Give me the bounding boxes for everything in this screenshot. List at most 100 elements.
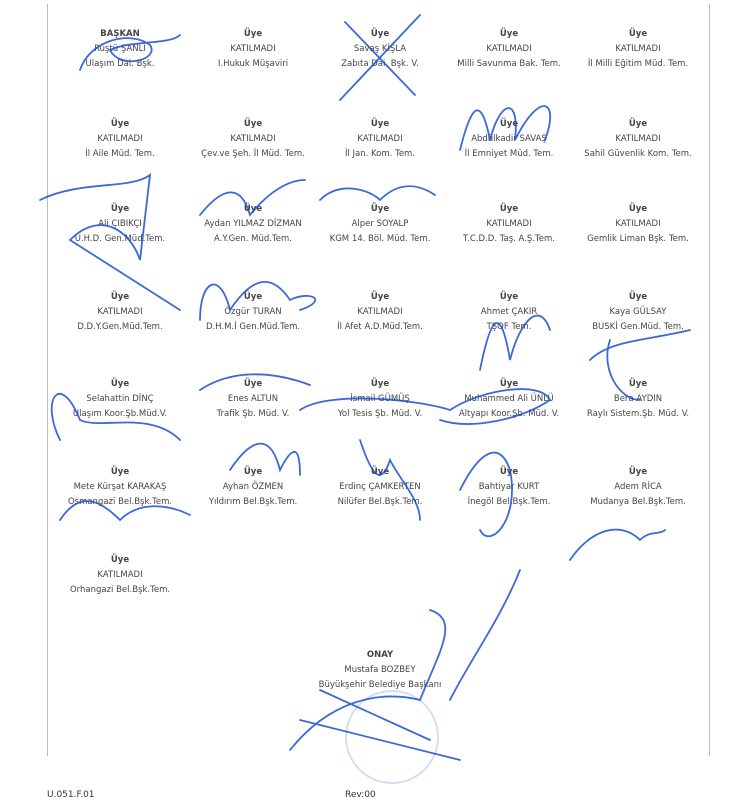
member-title: D.H.M.İ Gen.Müd.Tem. [205,322,301,332]
member-title: Milli Savunma Bak. Tem. [457,59,561,69]
member-name: KATILMADI [97,134,143,144]
member-title: Ulaşım Koor.Şb.Müd.V. [72,409,168,419]
member-entry: Üye KATILMADI T.C.D.D. Taş. A.Ş.Tem. [439,202,579,247]
official-stamp [345,690,439,784]
member-role: Üye [243,467,263,477]
member-entry: BAŞKAN Rüştü ŞANLI Ulaşım Dai. Bşk. [50,27,190,72]
member-name: Selahattin DİNÇ [86,394,154,404]
member-title: İl Jan. Kom. Tem. [344,149,416,159]
member-role: Üye [370,119,390,129]
member-name: Ali ÇIBIKÇI [98,219,142,229]
member-name: KATILMADI [97,570,143,580]
member-name: Savaş KİŞLA [353,44,407,54]
member-name: Adem RİCA [614,482,662,492]
approval-role: ONAY [366,650,394,660]
member-name: KATILMADI [615,219,661,229]
member-role: Üye [110,555,130,565]
member-name: KATILMADI [486,219,532,229]
member-entry: Üye İsmail GÜMÜŞ Yol Tesis Şb. Müd. V. [310,377,450,422]
member-title: U.H.D. Gen.Müd.Tem. [74,234,166,244]
member-title: Trafik Şb. Müd. V. [216,409,290,419]
member-entry: Üye KATILMADI Gemlik Liman Bşk. Tem. [568,202,708,247]
member-name: Bahtiyar KURT [478,482,540,492]
member-role: Üye [243,292,263,302]
member-title: Ulaşım Dai. Bşk. [85,59,155,69]
member-entry: Üye Adem RİCA Mudanya Bel.Bşk.Tem. [568,465,708,510]
member-role: Üye [499,467,519,477]
approval-name: Mustafa BOZBEY [344,665,416,675]
member-title: D.D.Y.Gen.Müd.Tem. [77,322,163,332]
member-entry: Üye KATILMADI İl Aile Müd. Tem. [50,117,190,162]
member-role: Üye [628,29,648,39]
member-entry: Üye KATILMADI İl Milli Eğitim Müd. Tem. [568,27,708,72]
revision: Rev:00 [345,790,376,800]
member-role: Üye [370,379,390,389]
member-role: Üye [243,29,263,39]
member-name: Bera AYDIN [613,394,663,404]
member-name: KATILMADI [230,44,276,54]
member-name: KATILMADI [615,134,661,144]
member-name: Abdülkadir SAVAŞ [471,134,547,144]
member-title: TŞOF Tem. [486,322,532,332]
member-name: KATILMADI [486,44,532,54]
member-entry: Üye KATILMADI Sahil Güvenlik Kom. Tem. [568,117,708,162]
member-title: T.C.D.D. Taş. A.Ş.Tem. [463,234,555,244]
approval-title: Büyükşehir Belediye Başkanı [318,680,442,690]
member-role: Üye [628,467,648,477]
member-role: Üye [628,204,648,214]
member-entry: Üye Muhammed Ali ÜNLÜ Altyapı Koor.Şb. Müd… [439,377,579,422]
member-entry: Üye Bera AYDIN Raylı Sistem.Şb. Müd. V. [568,377,708,422]
member-name: KATILMADI [97,307,143,317]
member-entry: Üye Ahmet ÇAKIR TŞOF Tem. [439,290,579,335]
member-role: BAŞKAN [100,29,140,39]
page-frame [47,4,710,756]
member-title: İl Afet A.D.Müd.Tem. [337,322,423,332]
form-code: U.051.F.01 [47,790,95,800]
member-entry: Üye Enes ALTUN Trafik Şb. Müd. V. [183,377,323,422]
member-name: İsmail GÜMÜŞ [350,394,410,404]
member-title: BUSKİ Gen.Müd. Tem. [592,322,684,332]
member-role: Üye [110,292,130,302]
member-role: Üye [110,467,130,477]
member-role: Üye [370,29,390,39]
member-role: Üye [499,119,519,129]
member-title: Orhangazi Bel.Bşk.Tem. [69,585,171,595]
member-entry: Üye Ali ÇIBIKÇI U.H.D. Gen.Müd.Tem. [50,202,190,247]
member-entry: Üye KATILMADI Orhangazi Bel.Bşk.Tem. [50,553,190,598]
member-entry: Üye KATILMADI I.Hukuk Müşaviri [183,27,323,72]
member-title: Yıldırım Bel.Bşk.Tem. [208,497,298,507]
member-name: Enes ALTUN [227,394,279,404]
member-role: Üye [628,292,648,302]
member-title: Çev.ve Şeh. İl Müd. Tem. [201,149,305,159]
member-title: Mudanya Bel.Bşk.Tem. [590,497,686,507]
member-name: Alper SOYALP [351,219,409,229]
member-name: Ayhan ÖZMEN [222,482,284,492]
member-role: Üye [110,119,130,129]
member-title: Osmangazi Bel.Bşk.Tem. [67,497,173,507]
member-name: Ahmet ÇAKIR [480,307,538,317]
member-role: Üye [243,119,263,129]
member-role: Üye [499,292,519,302]
member-title: İl Emniyet Müd. Tem. [464,149,554,159]
member-name: Mete Kürşat KARAKAŞ [73,482,167,492]
member-title: I.Hukuk Müşaviri [217,59,289,69]
member-entry: Üye Erdinç ÇAMKERTEN Nilüfer Bel.Bşk.Tem. [310,465,450,510]
member-name: Rüştü ŞANLI [94,44,146,54]
member-role: Üye [499,204,519,214]
member-title: A.Y.Gen. Müd.Tem. [214,234,292,244]
member-name: Muhammed Ali ÜNLÜ [464,394,554,404]
member-entry: Üye KATILMADI Milli Savunma Bak. Tem. [439,27,579,72]
member-entry: Üye Kaya GÜLSAY BUSKİ Gen.Müd. Tem. [568,290,708,335]
member-title: Gemlik Liman Bşk. Tem. [587,234,689,244]
member-role: Üye [499,379,519,389]
member-role: Üye [243,379,263,389]
member-role: Üye [628,379,648,389]
member-entry: Üye Ayhan ÖZMEN Yıldırım Bel.Bşk.Tem. [183,465,323,510]
member-role: Üye [370,292,390,302]
member-title: Altyapı Koor.Şb. Müd. V. [458,409,560,419]
member-entry: Üye Savaş KİŞLA Zabıta Dai. Bşk. V. [310,27,450,72]
member-role: Üye [370,467,390,477]
member-entry: Üye Alper SOYALP KGM 14. Böl. Müd. Tem. [310,202,450,247]
member-entry: Üye Mete Kürşat KARAKAŞ Osmangazi Bel.Bşk.… [50,465,190,510]
member-entry: Üye Aydan YILMAZ DİZMAN A.Y.Gen. Müd.Tem. [183,202,323,247]
